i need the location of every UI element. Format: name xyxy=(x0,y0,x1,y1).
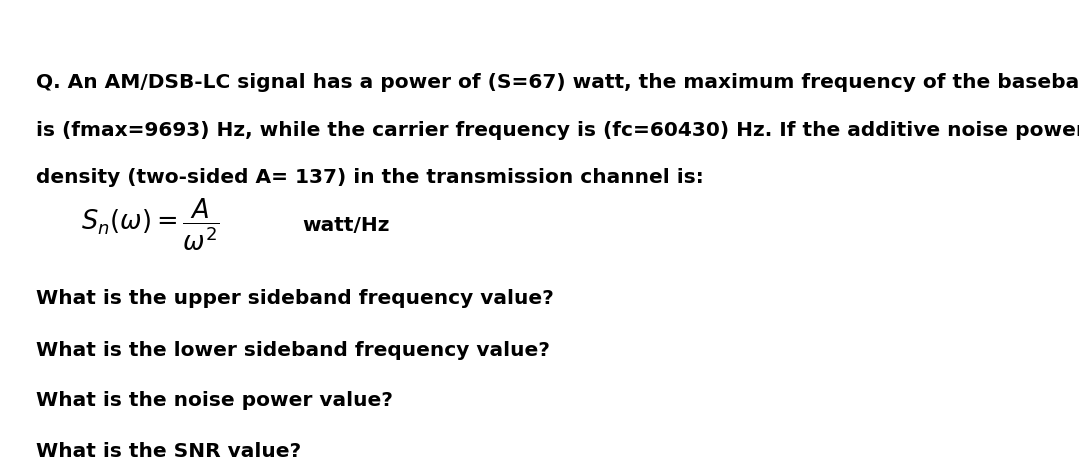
Text: What is the upper sideband frequency value?: What is the upper sideband frequency val… xyxy=(36,289,554,308)
Text: What is the noise power value?: What is the noise power value? xyxy=(36,391,393,410)
Text: is (fmax=9693) Hz, while the carrier frequency is (fc=60430) Hz. If the additive: is (fmax=9693) Hz, while the carrier fre… xyxy=(36,121,1079,140)
Text: $S_n(\omega) = \dfrac{A}{\omega^2}$: $S_n(\omega) = \dfrac{A}{\omega^2}$ xyxy=(81,197,220,254)
Text: watt/Hz: watt/Hz xyxy=(302,216,390,235)
Text: What is the SNR value?: What is the SNR value? xyxy=(36,442,301,461)
Text: density (two-sided A= 137) in the transmission channel is:: density (two-sided A= 137) in the transm… xyxy=(36,168,704,187)
Text: Q. An AM/DSB-LC signal has a power of (S=67) watt, the maximum frequency of the : Q. An AM/DSB-LC signal has a power of (S… xyxy=(36,73,1079,92)
Text: What is the lower sideband frequency value?: What is the lower sideband frequency val… xyxy=(36,341,549,360)
